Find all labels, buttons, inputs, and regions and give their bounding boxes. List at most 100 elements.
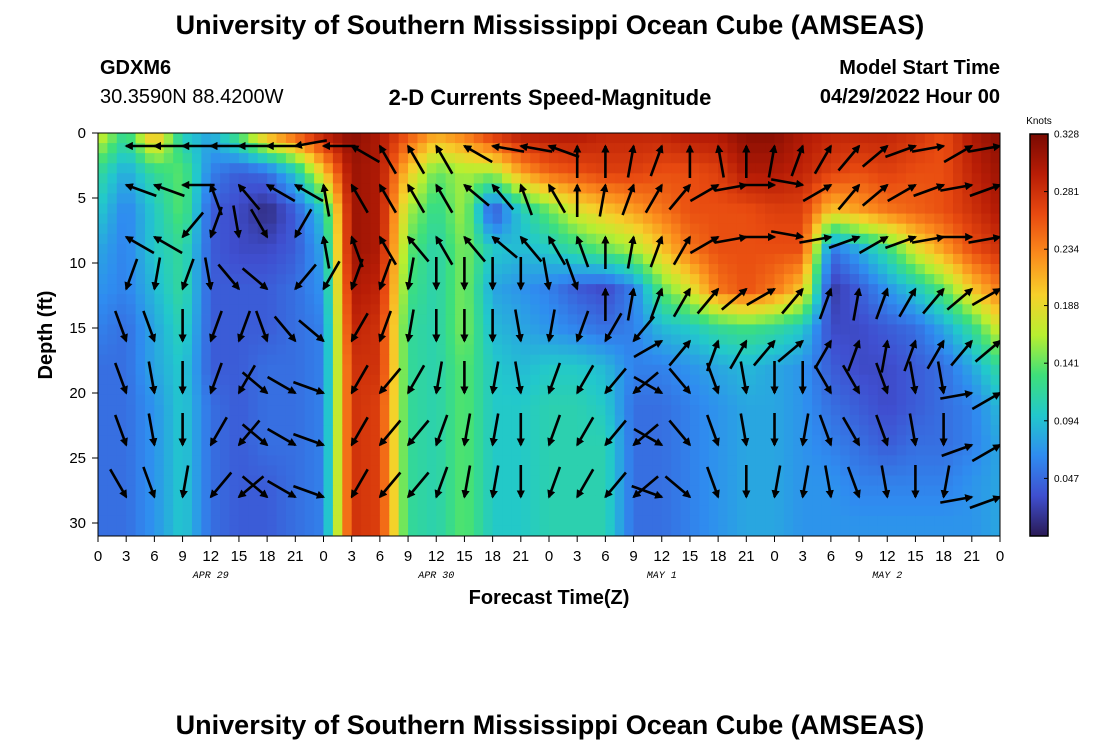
heatmap-cell (379, 223, 390, 235)
heatmap-cell (755, 485, 766, 497)
heatmap-cell (793, 465, 804, 477)
heatmap-cell (567, 304, 578, 315)
heatmap-cell (727, 354, 738, 366)
heatmap-cell (943, 374, 954, 386)
heatmap-cell (135, 153, 146, 164)
heatmap-cell (426, 274, 437, 285)
heatmap-cell (426, 374, 437, 386)
heatmap-cell (520, 203, 531, 215)
heatmap-cell (426, 253, 437, 265)
heatmap-cell (765, 324, 776, 336)
heatmap-cell (689, 334, 700, 346)
heatmap-cell (520, 384, 531, 396)
heatmap-cell (549, 354, 559, 366)
heatmap-cell (671, 344, 682, 356)
heatmap-cell (502, 364, 513, 376)
heatmap-cell (859, 223, 870, 235)
heatmap-cell (126, 364, 137, 376)
heatmap-cell (201, 183, 212, 195)
heatmap-cell (765, 374, 776, 386)
heatmap-cell (455, 243, 466, 255)
heatmap-cell (511, 274, 522, 285)
heatmap-cell (906, 193, 917, 205)
heatmap-cell (238, 525, 249, 536)
heatmap-cell (896, 445, 907, 456)
heatmap-cell (652, 304, 663, 315)
heatmap-cell (144, 274, 155, 285)
heatmap-cell (539, 213, 550, 225)
heatmap-cell (802, 183, 813, 195)
current-vector (406, 144, 426, 175)
heatmap-cell (539, 153, 550, 164)
heatmap-cell (436, 263, 447, 275)
heatmap-cell (530, 374, 541, 386)
heatmap-cell (746, 243, 757, 255)
heatmap-cell (605, 505, 616, 517)
heatmap-cell (154, 515, 165, 527)
heatmap-cell (736, 324, 747, 336)
heatmap-cell (492, 253, 503, 265)
current-vector (818, 287, 833, 320)
heatmap-cell (699, 415, 710, 426)
heatmap-cell (426, 344, 437, 356)
heatmap-cell (126, 405, 137, 416)
heatmap-cell (417, 394, 428, 406)
current-vector (861, 144, 889, 168)
heatmap-cell (210, 405, 221, 416)
heatmap-cell (173, 354, 184, 366)
heatmap-cell (689, 314, 700, 326)
heatmap-cell (276, 253, 287, 265)
heatmap-cell (229, 263, 240, 275)
heatmap-cell (924, 314, 935, 326)
current-vector (631, 484, 664, 499)
heatmap-cell (793, 485, 804, 497)
heatmap-cell (144, 425, 155, 436)
heatmap-cell (802, 314, 813, 326)
heatmap-cell (821, 213, 832, 225)
heatmap-cell (849, 223, 860, 235)
heatmap-cell (229, 465, 240, 477)
heatmap-cell (191, 445, 202, 456)
heatmap-cell (154, 495, 165, 507)
heatmap-cell (332, 415, 343, 426)
heatmap-cell (736, 243, 747, 255)
heatmap-cell (238, 465, 249, 477)
heatmap-cell (558, 173, 569, 184)
heatmap-cell (210, 143, 221, 154)
heatmap-cell (953, 384, 964, 396)
heatmap-cell (116, 415, 127, 426)
heatmap-cell (746, 183, 757, 195)
heatmap-cell (464, 263, 475, 275)
heatmap-cell (483, 334, 494, 346)
heatmap-cell (877, 243, 888, 255)
heatmap-cell (191, 394, 202, 406)
heatmap-cell (191, 153, 202, 164)
heatmap-cell (455, 253, 466, 265)
heatmap-cell (455, 394, 466, 406)
heatmap-cell (558, 394, 569, 406)
heatmap-cell (896, 495, 907, 507)
heatmap-cell (727, 374, 738, 386)
heatmap-cell (887, 243, 898, 255)
heatmap-cell (398, 344, 409, 356)
heatmap-cell (417, 525, 428, 536)
heatmap-cell (210, 263, 221, 275)
heatmap-cell (868, 304, 879, 315)
heatmap-cell (877, 193, 888, 205)
heatmap-cell (887, 274, 898, 285)
heatmap-cell (802, 475, 813, 487)
current-vector (926, 339, 945, 370)
heatmap-cell (107, 455, 118, 467)
heatmap-cell (173, 324, 184, 336)
heatmap-cell (492, 284, 503, 295)
heatmap-cell (464, 515, 475, 527)
heatmap-cell (182, 425, 193, 436)
heatmap-cell (896, 405, 907, 416)
heatmap-cell (408, 223, 419, 235)
heatmap-cell (661, 233, 672, 245)
current-vector (971, 287, 1000, 307)
heatmap-cell (182, 304, 193, 315)
heatmap-cell (154, 364, 165, 376)
current-vector (689, 183, 720, 203)
heatmap-cell (586, 475, 597, 487)
